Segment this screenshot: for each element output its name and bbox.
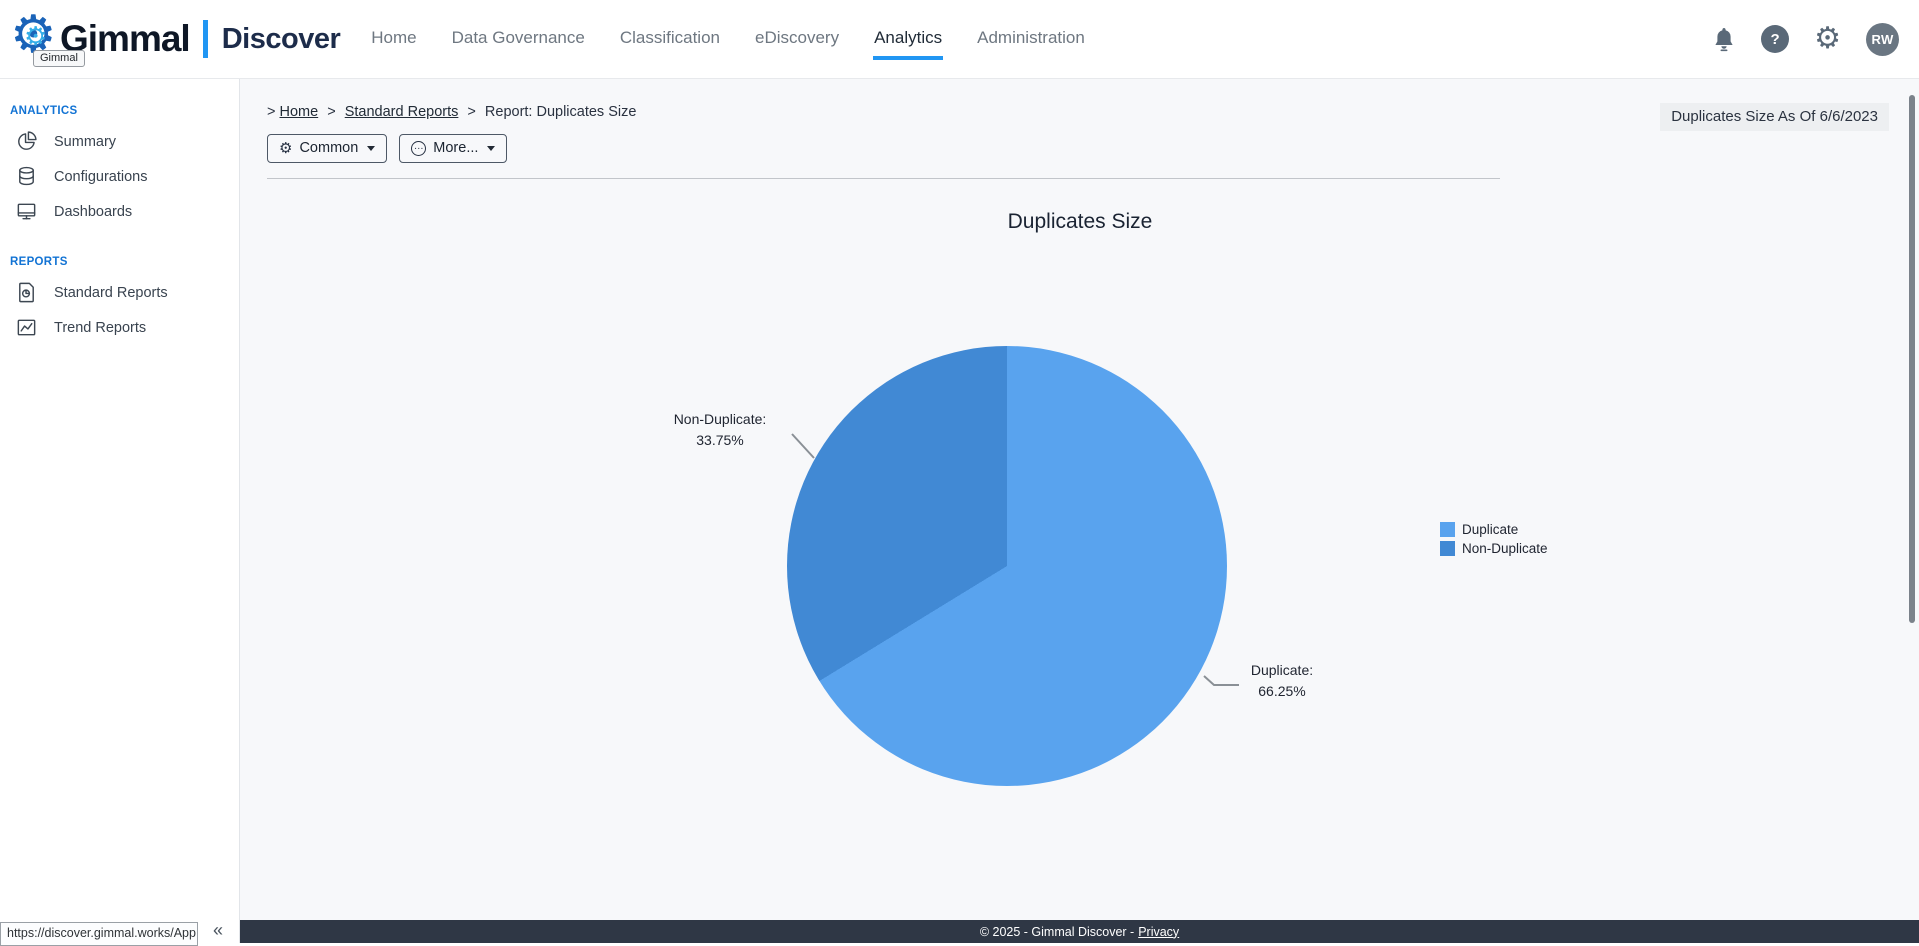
- pie-label-text: Non-Duplicate:: [673, 411, 767, 427]
- sidebar-item-dashboards[interactable]: Dashboards: [0, 194, 239, 229]
- monitor-icon: [17, 203, 36, 220]
- sidebar-section-reports: REPORTS: [10, 256, 68, 268]
- report-document-icon: [19, 282, 34, 303]
- main-nav: Home Data Governance Classification eDis…: [370, 22, 1086, 60]
- report-toolbar: ⚙ Common … More...: [267, 134, 508, 163]
- chart-title: Duplicates Size: [1007, 210, 1153, 233]
- sidebar-section-analytics: ANALYTICS: [10, 105, 78, 117]
- sidebar-item-trend-reports[interactable]: Trend Reports: [0, 310, 239, 345]
- breadcrumb-separator: >: [327, 104, 336, 120]
- legend-item-duplicate[interactable]: Duplicate: [1440, 522, 1548, 537]
- nav-classification[interactable]: Classification: [619, 28, 720, 47]
- page-footer: © 2025 - Gimmal Discover - Privacy: [240, 920, 1919, 943]
- legend-swatch: [1440, 522, 1455, 537]
- main-content: > Home > Standard Reports > Report: Dupl…: [240, 78, 1919, 943]
- vertical-scrollbar[interactable]: [1905, 78, 1919, 943]
- legend-label: Non-Duplicate: [1462, 541, 1548, 556]
- chart-legend: Duplicate Non-Duplicate: [1440, 522, 1548, 560]
- sidebar-item-standard-reports[interactable]: Standard Reports: [0, 275, 239, 310]
- scrollbar-thumb[interactable]: [1909, 95, 1915, 623]
- sidebar-item-label: Dashboards: [54, 203, 133, 220]
- pie-label-text: Duplicate:: [1250, 662, 1314, 678]
- legend-item-non-duplicate[interactable]: Non-Duplicate: [1440, 541, 1548, 556]
- product-name: Discover: [221, 22, 341, 55]
- sidebar-item-label: Summary: [54, 133, 117, 150]
- sidebar-item-label: Trend Reports: [54, 319, 147, 336]
- pie-label-value: 66.25%: [1258, 683, 1306, 699]
- breadcrumb-standard-reports-link[interactable]: Standard Reports: [344, 104, 459, 120]
- link-preview-status: https://discover.gimmal.works/App: [0, 922, 198, 946]
- top-header: ⚙ ⚙ Gimmal Gimmal Discover Home Data Gov…: [0, 0, 1919, 79]
- common-dropdown-button[interactable]: ⚙ Common: [267, 134, 388, 163]
- pie-label-value: 33.75%: [696, 432, 744, 448]
- database-icon: [19, 166, 34, 186]
- breadcrumb-separator: >: [467, 104, 476, 120]
- legend-swatch: [1440, 541, 1455, 556]
- toolbar-divider: [267, 178, 1500, 179]
- pie-label-duplicate: Duplicate: 66.25%: [1202, 660, 1362, 702]
- footer-copyright: © 2025 - Gimmal Discover -: [979, 924, 1135, 939]
- trend-chart-icon: [17, 319, 36, 336]
- common-button-label: Common: [299, 140, 359, 156]
- logo-tooltip: Gimmal: [33, 50, 85, 67]
- header-actions: ? ⚙ RW: [1712, 22, 1899, 56]
- nav-home[interactable]: Home: [371, 28, 417, 47]
- sidebar-item-configurations[interactable]: Configurations: [0, 159, 239, 194]
- nav-ediscovery[interactable]: eDiscovery: [755, 28, 840, 47]
- pie-chart[interactable]: [787, 346, 1227, 786]
- breadcrumb: > Home > Standard Reports > Report: Dupl…: [267, 104, 636, 120]
- user-avatar[interactable]: RW: [1866, 22, 1899, 56]
- footer-privacy-link[interactable]: Privacy: [1138, 924, 1180, 939]
- help-icon[interactable]: ?: [1761, 25, 1790, 53]
- ellipsis-circle-icon: …: [411, 140, 427, 156]
- bell-icon[interactable]: [1712, 26, 1736, 52]
- nav-administration[interactable]: Administration: [977, 28, 1085, 47]
- logo-divider-bar: [202, 20, 208, 58]
- chevron-down-icon: [487, 145, 496, 151]
- pie-label-non-duplicate: Non-Duplicate: 33.75%: [640, 409, 800, 451]
- sidebar-item-summary[interactable]: Summary: [0, 124, 239, 159]
- report-as-of-label: Duplicates Size As Of 6/6/2023: [1660, 103, 1889, 131]
- breadcrumb-home-link[interactable]: Home: [279, 104, 319, 120]
- sidebar-collapse-icon[interactable]: «: [212, 920, 223, 940]
- sidebar-item-label: Standard Reports: [54, 284, 168, 301]
- legend-label: Duplicate: [1462, 522, 1519, 537]
- more-button-label: More...: [433, 140, 479, 156]
- nav-data-governance[interactable]: Data Governance: [451, 28, 585, 47]
- sidebar-item-label: Configurations: [54, 168, 148, 185]
- breadcrumb-current: Report: Duplicates Size: [484, 104, 637, 120]
- settings-gear-icon[interactable]: ⚙: [1814, 22, 1841, 55]
- more-dropdown-button[interactable]: … More...: [399, 134, 508, 163]
- sidebar: ANALYTICS Summary Configurations Dashboa…: [0, 78, 240, 943]
- gear-icon: ⚙: [279, 139, 293, 157]
- pie-chart-icon: [18, 131, 37, 150]
- nav-analytics[interactable]: Analytics: [873, 22, 944, 60]
- breadcrumb-prefix: >: [267, 104, 276, 120]
- chevron-down-icon: [367, 145, 376, 151]
